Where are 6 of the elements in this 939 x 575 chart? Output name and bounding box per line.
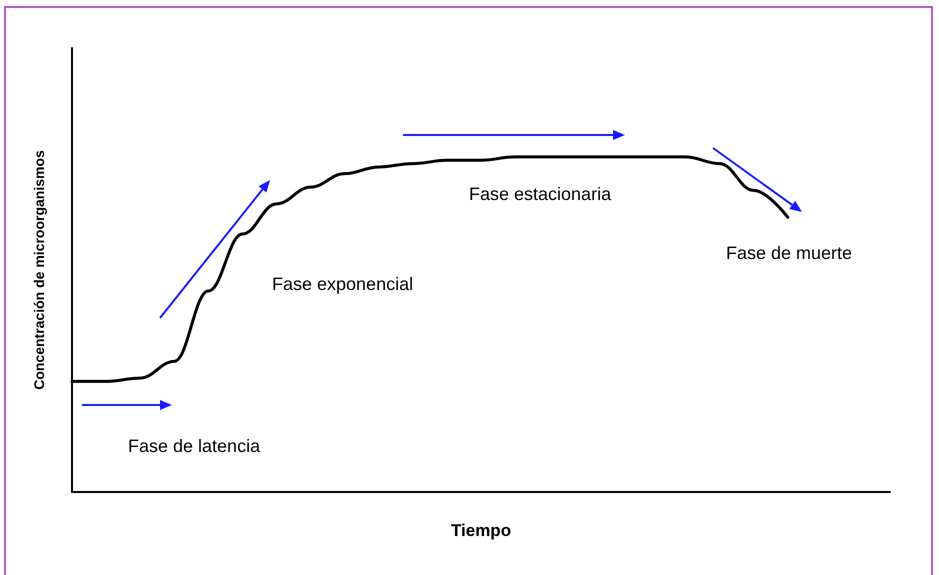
y-axis-title: Concentración de microorganismos — [31, 150, 47, 390]
annotation: Fase de latencia — [128, 436, 260, 457]
annotation: Fase de muerte — [726, 243, 852, 264]
x-axis-title: Tiempo — [450, 521, 512, 540]
annotation: Fase exponencial — [272, 274, 414, 295]
annotation: Fase estacionaria — [469, 184, 612, 205]
